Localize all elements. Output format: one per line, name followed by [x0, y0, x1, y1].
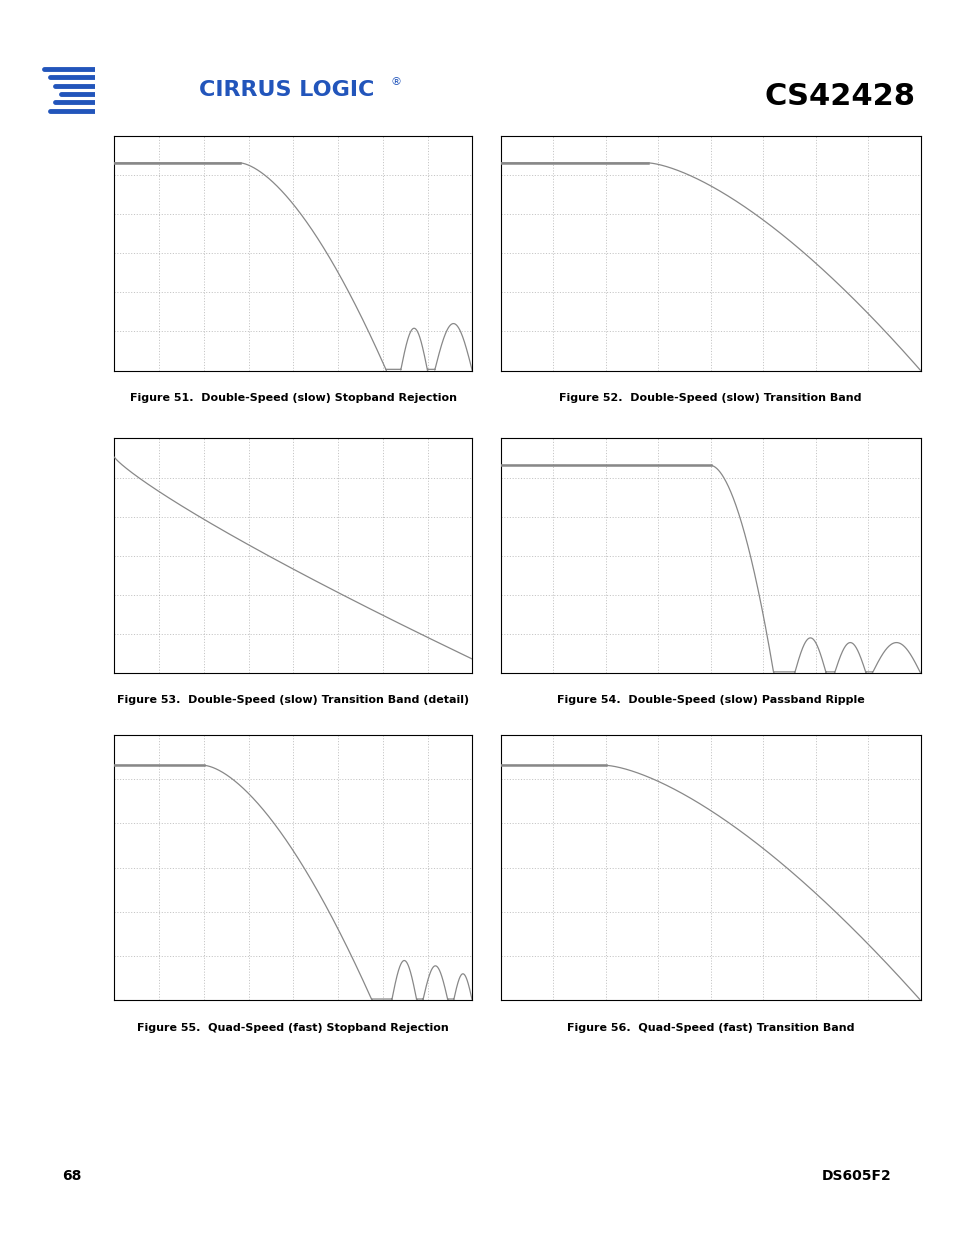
Text: ®: ®: [390, 77, 401, 88]
Text: DS605F2: DS605F2: [821, 1168, 891, 1183]
Text: 68: 68: [62, 1168, 81, 1183]
Text: Figure 52.  Double-Speed (slow) Transition Band: Figure 52. Double-Speed (slow) Transitio…: [558, 393, 862, 403]
Text: Figure 56.  Quad-Speed (fast) Transition Band: Figure 56. Quad-Speed (fast) Transition …: [566, 1023, 854, 1032]
Text: Figure 53.  Double-Speed (slow) Transition Band (detail): Figure 53. Double-Speed (slow) Transitio…: [117, 695, 469, 705]
Text: Figure 55.  Quad-Speed (fast) Stopband Rejection: Figure 55. Quad-Speed (fast) Stopband Re…: [137, 1023, 449, 1032]
Text: Figure 54.  Double-Speed (slow) Passband Ripple: Figure 54. Double-Speed (slow) Passband …: [557, 695, 863, 705]
Text: Figure 51.  Double-Speed (slow) Stopband Rejection: Figure 51. Double-Speed (slow) Stopband …: [130, 393, 456, 403]
Text: CS42428: CS42428: [764, 83, 915, 111]
Text: CIRRUS LOGIC: CIRRUS LOGIC: [198, 80, 374, 100]
